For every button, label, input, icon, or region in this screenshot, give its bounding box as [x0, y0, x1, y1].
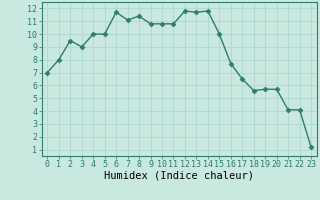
X-axis label: Humidex (Indice chaleur): Humidex (Indice chaleur) — [104, 171, 254, 181]
